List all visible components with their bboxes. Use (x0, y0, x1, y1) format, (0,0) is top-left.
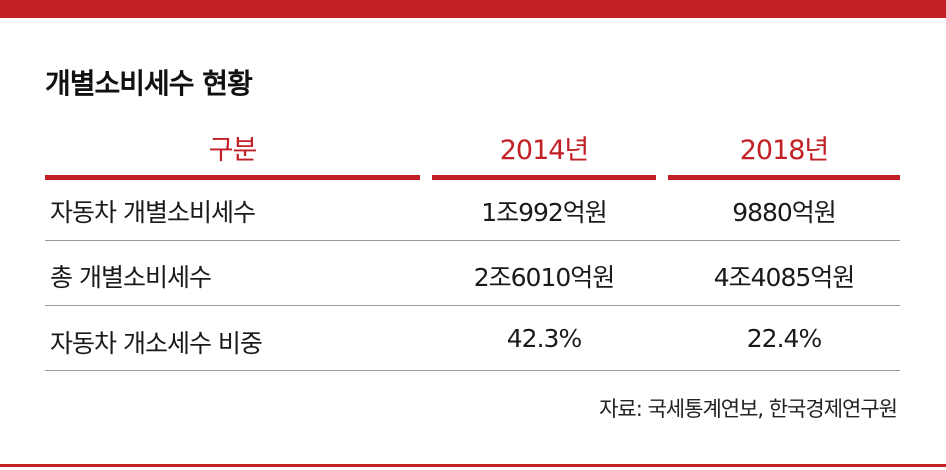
row-label: 자동차 개별소비세수 (50, 198, 256, 227)
header-underline-category (45, 175, 420, 180)
row-label: 총 개별소비세수 (50, 263, 212, 292)
header-underline-2014 (432, 175, 656, 180)
row-label: 자동차 개소세수 비중 (50, 329, 263, 358)
row-value-2018: 22.4% (746, 324, 822, 353)
row-value-2018: 9880억원 (732, 198, 837, 227)
header-underline-2018 (668, 175, 900, 180)
row-divider (45, 240, 900, 241)
header-category: 구분 (208, 135, 258, 166)
row-value-2014: 1조992억원 (481, 198, 608, 227)
top-accent-bar (0, 0, 946, 18)
row-value-2014: 42.3% (506, 324, 582, 353)
bottom-accent-line (0, 464, 946, 467)
header-2014: 2014년 (499, 135, 590, 166)
source-note: 자료: 국세통계연보, 한국경제연구원 (599, 397, 898, 421)
header-2018: 2018년 (739, 135, 830, 166)
row-value-2014: 2조6010억원 (473, 263, 616, 292)
row-divider (45, 305, 900, 306)
row-value-2018: 4조4085억원 (713, 263, 856, 292)
row-divider (45, 370, 900, 371)
page-title: 개별소비세수 현황 (45, 67, 253, 100)
